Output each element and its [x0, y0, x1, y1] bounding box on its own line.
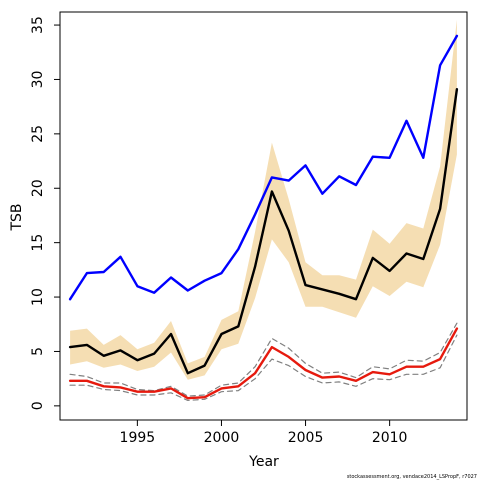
- x-tick-label: 2000: [204, 430, 240, 446]
- x-tick-label: 1995: [120, 430, 156, 446]
- y-axis-label: TSB: [9, 203, 25, 231]
- x-tick-label: 2005: [288, 430, 324, 446]
- series-line-2: [68, 87, 459, 375]
- y-tick-label: 5: [30, 347, 46, 356]
- series-line-3: [69, 322, 458, 397]
- y-tick-label: 15: [30, 234, 46, 252]
- series-line-1: [68, 34, 459, 301]
- x-axis: 1995 2000 2005 2010: [120, 419, 408, 446]
- y-tick-label: 20: [30, 179, 46, 197]
- series-layer: [68, 34, 459, 401]
- confidence-band: [70, 19, 457, 380]
- y-tick-label: 10: [30, 288, 46, 306]
- series-line-5: [68, 327, 459, 400]
- y-tick-label: 30: [30, 71, 46, 89]
- series-line-4: [69, 334, 458, 401]
- y-tick-label: 35: [30, 16, 46, 34]
- y-tick-label: 0: [30, 401, 46, 410]
- y-axis: 0 5 10 15 20 25 30 35: [30, 16, 61, 410]
- x-tick-label: 2010: [372, 430, 408, 446]
- confidence-band-layer: [70, 19, 457, 380]
- x-axis-label: Year: [248, 454, 279, 470]
- credit-note: stockassessment.org, vendace2014_LSPropF…: [347, 474, 477, 480]
- y-tick-label: 25: [30, 125, 46, 143]
